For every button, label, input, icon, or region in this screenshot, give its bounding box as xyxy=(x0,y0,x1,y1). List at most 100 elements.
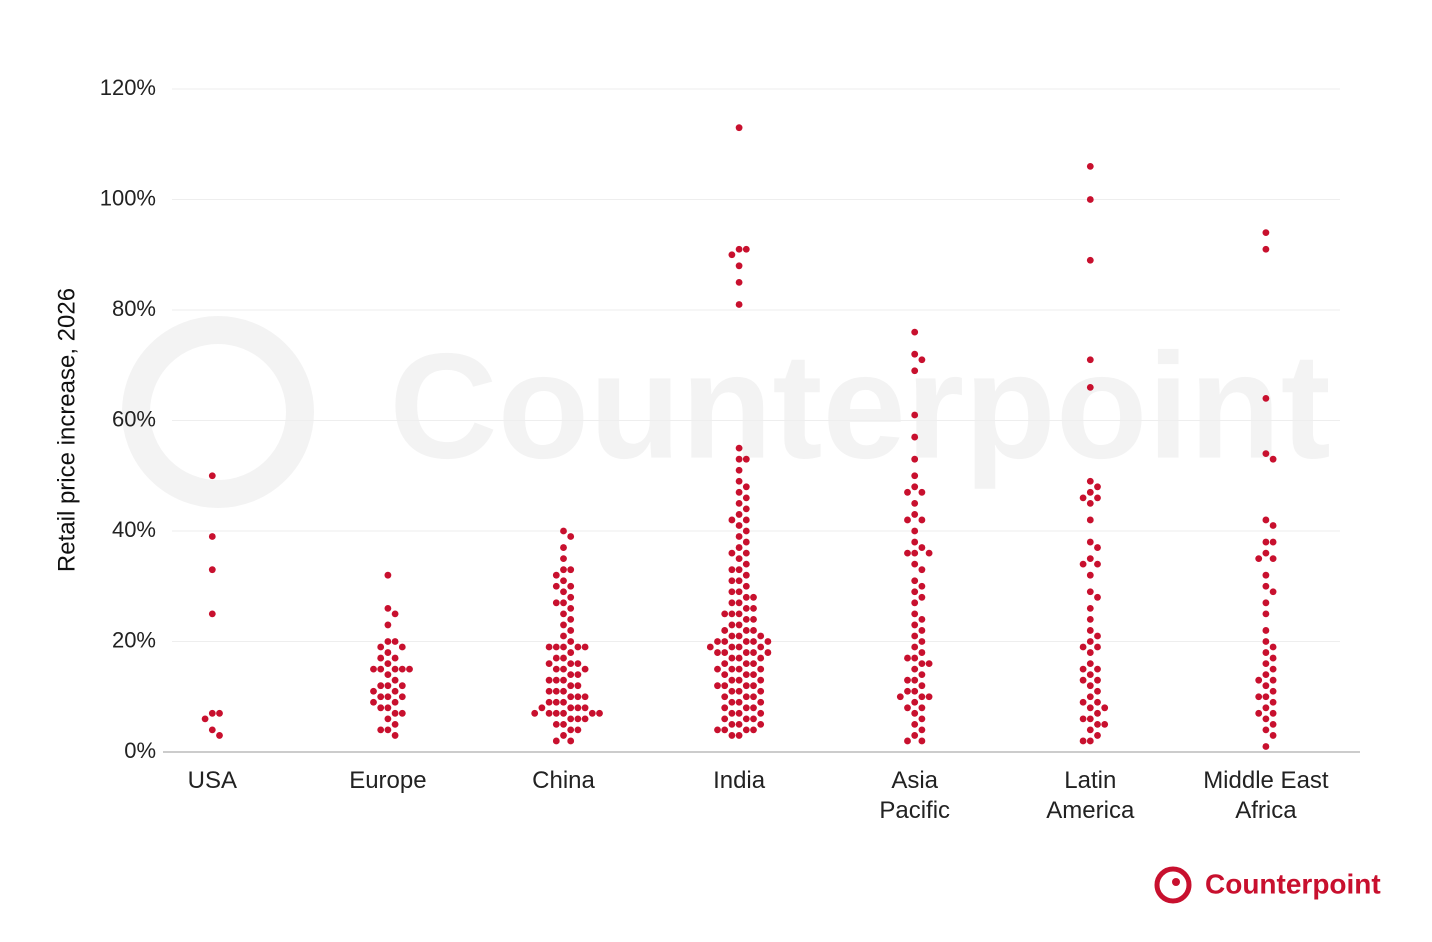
dot xyxy=(1262,599,1270,607)
dot xyxy=(721,610,729,618)
dot xyxy=(714,638,721,645)
dot xyxy=(735,555,743,563)
dot xyxy=(904,549,911,557)
dot xyxy=(721,704,729,712)
dot xyxy=(742,649,750,656)
dot xyxy=(735,544,743,551)
dot xyxy=(728,621,736,629)
dot xyxy=(735,466,743,474)
dot xyxy=(1086,726,1094,734)
dot xyxy=(918,715,926,723)
y-tick-label: 100% xyxy=(100,185,156,210)
dot xyxy=(1269,665,1277,673)
dot xyxy=(904,676,911,684)
dot xyxy=(1086,256,1094,264)
y-axis-title: Retail price increase, 2026 xyxy=(53,288,80,572)
dot xyxy=(384,638,392,645)
dot xyxy=(750,704,757,712)
dot xyxy=(764,638,772,645)
dot xyxy=(721,638,729,645)
dot xyxy=(1086,499,1094,507)
dot xyxy=(1262,704,1270,712)
dot xyxy=(750,638,757,645)
dot xyxy=(728,577,736,585)
dot xyxy=(567,604,575,612)
dot xyxy=(728,732,736,739)
dot xyxy=(552,709,560,717)
dot xyxy=(918,638,926,645)
dot xyxy=(735,511,743,518)
dot xyxy=(384,704,392,712)
dot xyxy=(735,687,743,695)
dot xyxy=(1255,555,1263,563)
dot xyxy=(560,687,567,695)
dot xyxy=(552,654,560,662)
dot xyxy=(757,665,765,673)
dot xyxy=(1079,560,1087,568)
dot xyxy=(918,737,926,745)
dot xyxy=(588,709,596,717)
dot xyxy=(911,698,919,706)
dot xyxy=(208,610,216,618)
dot xyxy=(1269,588,1277,596)
dot xyxy=(714,665,721,673)
dot xyxy=(918,544,926,551)
dot xyxy=(1094,732,1101,739)
dot xyxy=(567,649,575,656)
dot xyxy=(911,527,919,535)
dot xyxy=(1262,715,1270,723)
dot xyxy=(735,732,743,739)
dot xyxy=(735,599,743,607)
dot xyxy=(1262,693,1270,701)
dot xyxy=(1262,516,1270,524)
dot xyxy=(1086,638,1094,645)
y-tick-label: 40% xyxy=(112,517,156,542)
dot xyxy=(560,621,567,629)
dot xyxy=(1086,660,1094,667)
dot xyxy=(1086,196,1094,203)
dot xyxy=(714,726,721,734)
dot xyxy=(567,616,575,623)
x-tick-label: Europe xyxy=(349,767,427,794)
dot xyxy=(1269,709,1277,717)
dot xyxy=(560,732,567,739)
dot xyxy=(567,737,575,745)
dot xyxy=(552,720,560,728)
dot xyxy=(391,709,399,717)
dot xyxy=(742,560,750,568)
dot xyxy=(1086,538,1094,546)
dot xyxy=(545,676,553,684)
dot xyxy=(398,643,406,651)
dot xyxy=(750,660,757,667)
dot xyxy=(918,649,926,656)
dot xyxy=(728,654,736,662)
dot xyxy=(1262,682,1270,690)
dot xyxy=(1262,395,1270,402)
dot xyxy=(1269,555,1277,563)
dot xyxy=(1262,726,1270,734)
dot xyxy=(757,720,765,728)
dot xyxy=(911,687,919,695)
dot xyxy=(567,704,575,712)
dot xyxy=(560,555,567,563)
dot xyxy=(721,627,729,634)
y-tick-label: 120% xyxy=(100,75,156,100)
dot xyxy=(750,649,757,656)
dot xyxy=(377,643,385,651)
dot xyxy=(742,571,750,579)
dot xyxy=(208,533,216,540)
dot xyxy=(552,599,560,607)
dot xyxy=(911,350,919,358)
dot xyxy=(560,709,567,717)
dot xyxy=(552,582,560,590)
dot xyxy=(1101,720,1109,728)
dot xyxy=(742,455,750,463)
dot xyxy=(728,720,736,728)
dot xyxy=(742,660,750,667)
dot xyxy=(567,593,575,601)
dot xyxy=(1086,737,1094,745)
dot xyxy=(1262,660,1270,667)
dot xyxy=(742,483,750,491)
x-tick-label: Latin America xyxy=(1046,767,1135,824)
dot xyxy=(216,732,223,739)
